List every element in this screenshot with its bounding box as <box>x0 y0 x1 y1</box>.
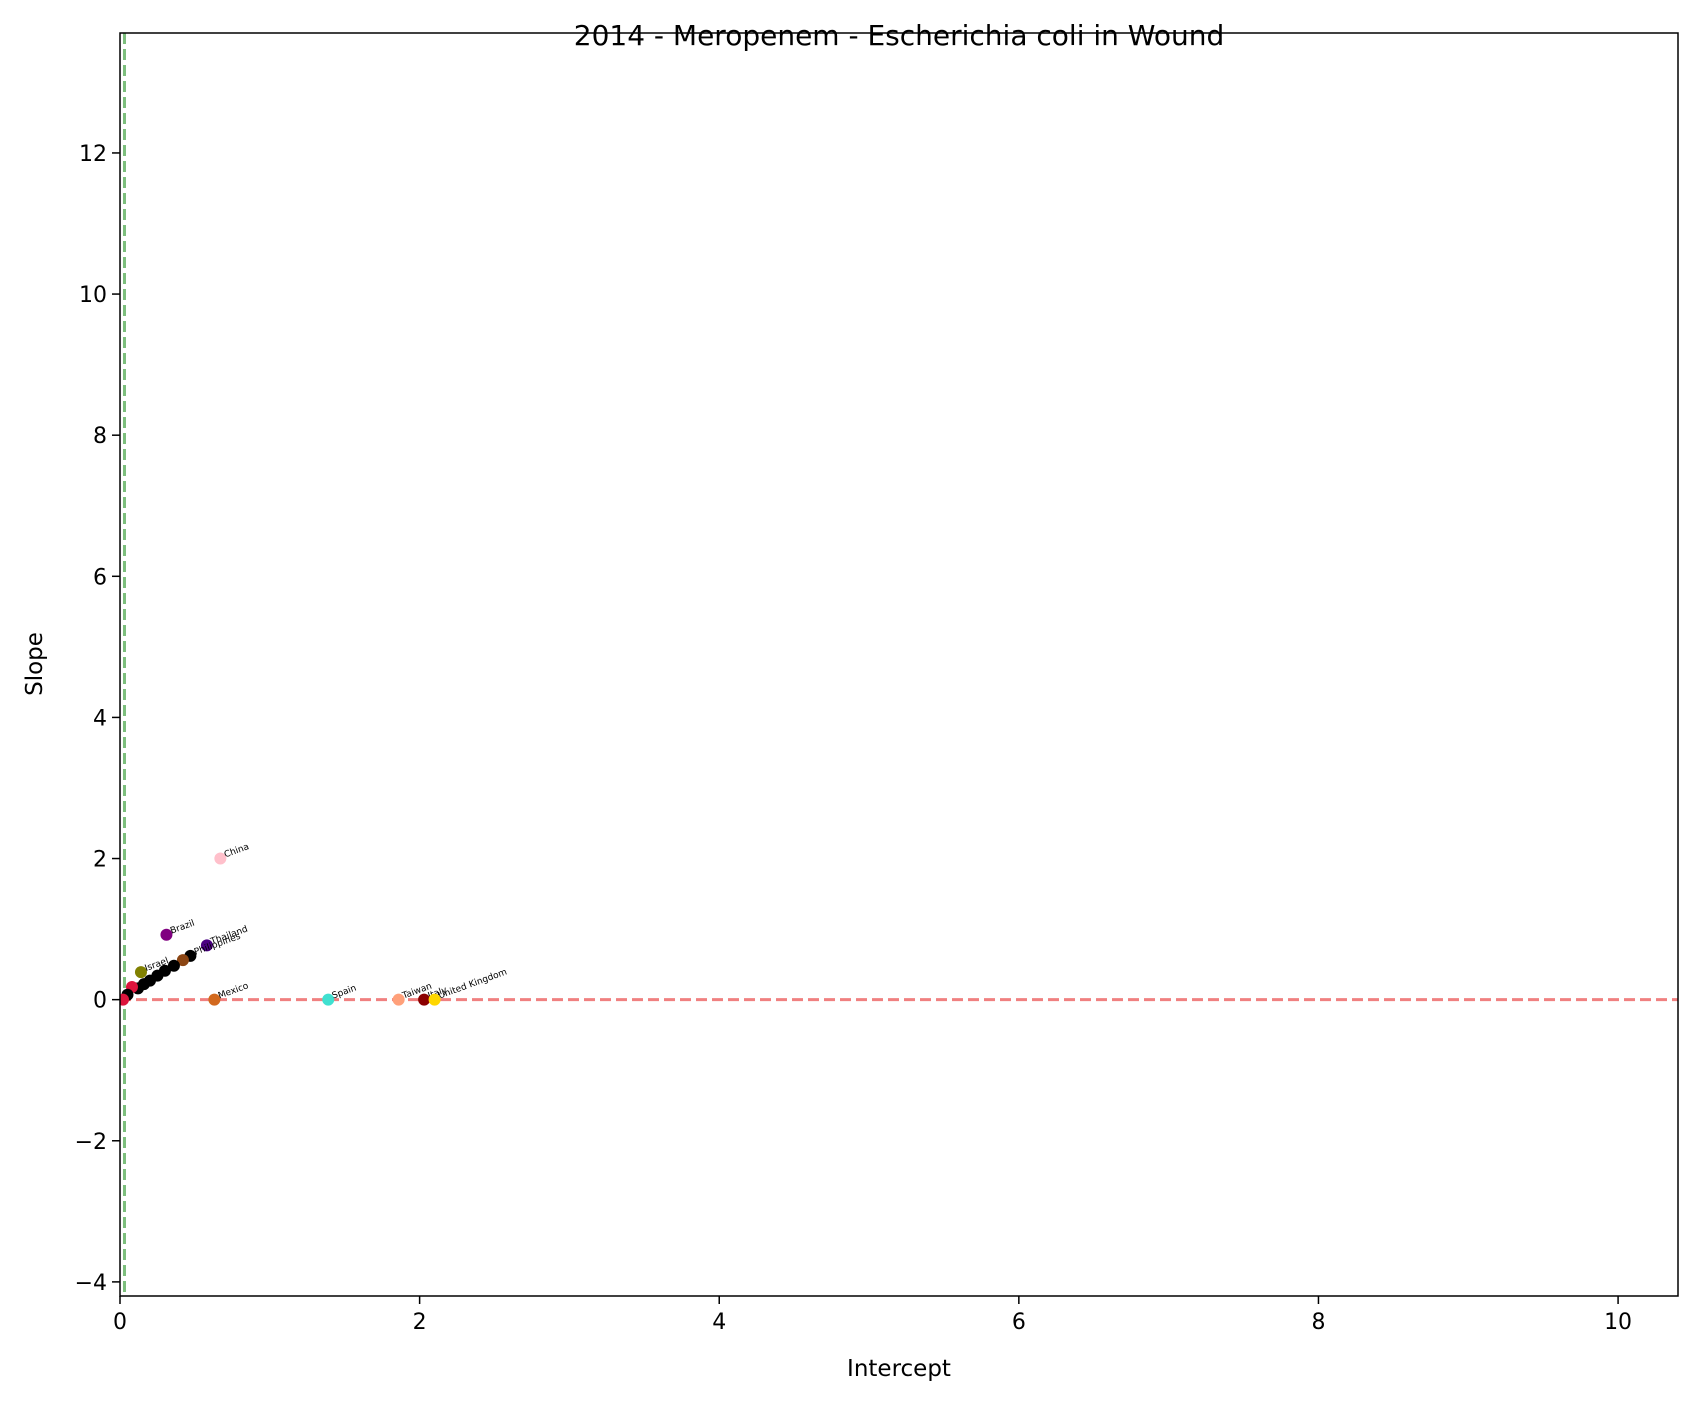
y-tick-label: 12 <box>79 142 107 167</box>
y-tick-label: 8 <box>93 424 107 449</box>
x-tick-label: 6 <box>1012 1310 1026 1335</box>
y-axis: −4 −2 0 2 4 6 8 10 12 <box>75 142 120 1296</box>
data-point <box>428 993 441 1006</box>
x-tick-label: 2 <box>413 1310 427 1335</box>
y-tick-label: 2 <box>93 848 107 873</box>
data-point <box>200 939 213 952</box>
data-point <box>176 954 189 967</box>
data-point <box>120 993 129 1006</box>
plot-frame <box>119 32 1679 1297</box>
data-point <box>418 993 431 1006</box>
x-axis: 0 2 4 6 8 10 <box>113 1296 1632 1335</box>
y-tick-label: 10 <box>79 283 107 308</box>
data-point <box>167 959 180 972</box>
data-point <box>208 993 221 1006</box>
x-tick-label: 4 <box>712 1310 726 1335</box>
x-tick-label: 10 <box>1604 1310 1632 1335</box>
y-tick-label: 0 <box>93 989 107 1014</box>
y-tick-label: 6 <box>93 565 107 590</box>
y-tick-label: −2 <box>75 1130 107 1155</box>
y-tick-label: −4 <box>75 1271 107 1296</box>
y-axis-label: Slope <box>22 632 48 696</box>
data-point <box>322 993 335 1006</box>
y-tick-label: 4 <box>93 706 107 731</box>
x-axis-label: Intercept <box>847 1356 951 1382</box>
data-point <box>134 966 147 979</box>
data-point-label: Brazil <box>169 919 196 937</box>
chart-title: 2014 - Meropenem - Escherichia coli in W… <box>574 19 1225 52</box>
data-point <box>214 852 227 865</box>
data-point-label: China <box>223 842 251 860</box>
x-tick-label: 0 <box>113 1310 127 1335</box>
x-tick-label: 8 <box>1311 1310 1325 1335</box>
data-point-label: United Kingdom <box>437 967 508 1001</box>
data-point <box>160 928 173 941</box>
data-point <box>392 993 405 1006</box>
